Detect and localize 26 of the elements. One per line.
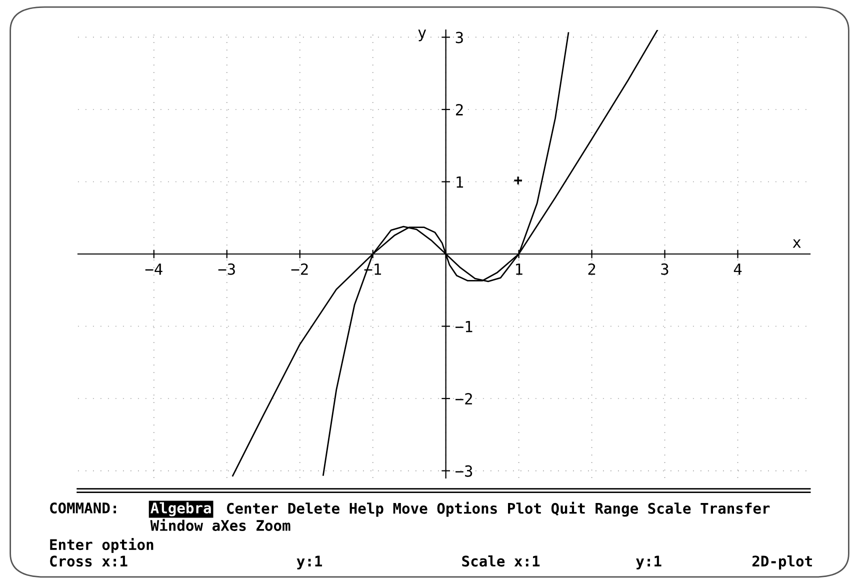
text: 2D-plot	[752, 555, 812, 570]
x-tick-label: −3	[218, 263, 235, 275]
text: COMMAND:	[50, 502, 116, 514]
x-tick-label: 4	[734, 264, 742, 275]
x-tick-label: 2	[588, 263, 596, 275]
y-tick-label: −3	[456, 465, 472, 477]
y-tick-label: −2	[456, 393, 472, 404]
y-tick-label: 2	[456, 104, 463, 116]
text: Algebra	[150, 502, 211, 516]
x-tick-label: −4	[145, 264, 162, 275]
y-axis-title: y	[418, 30, 426, 42]
text: Scale x:1	[462, 555, 540, 567]
y-tick-label: 1	[456, 176, 464, 188]
x-tick-label: 1	[516, 264, 522, 275]
x-axis-title: x	[792, 239, 801, 248]
y-tick-label: 3	[456, 32, 463, 44]
x-tick-label: 3	[661, 263, 668, 275]
text: Center Delete Help Move Options Plot Quit Range Scale Transfer	[227, 502, 770, 517]
y-tick-label: −1	[456, 320, 472, 332]
x-tick-label: −2	[291, 263, 308, 275]
text: y:1	[296, 556, 322, 570]
text: Enter option	[50, 538, 154, 553]
annotation: +	[514, 176, 522, 184]
text: Cross x:1	[50, 556, 128, 567]
text: Window aXes Zoom	[150, 518, 290, 531]
text: y:1	[636, 556, 662, 570]
